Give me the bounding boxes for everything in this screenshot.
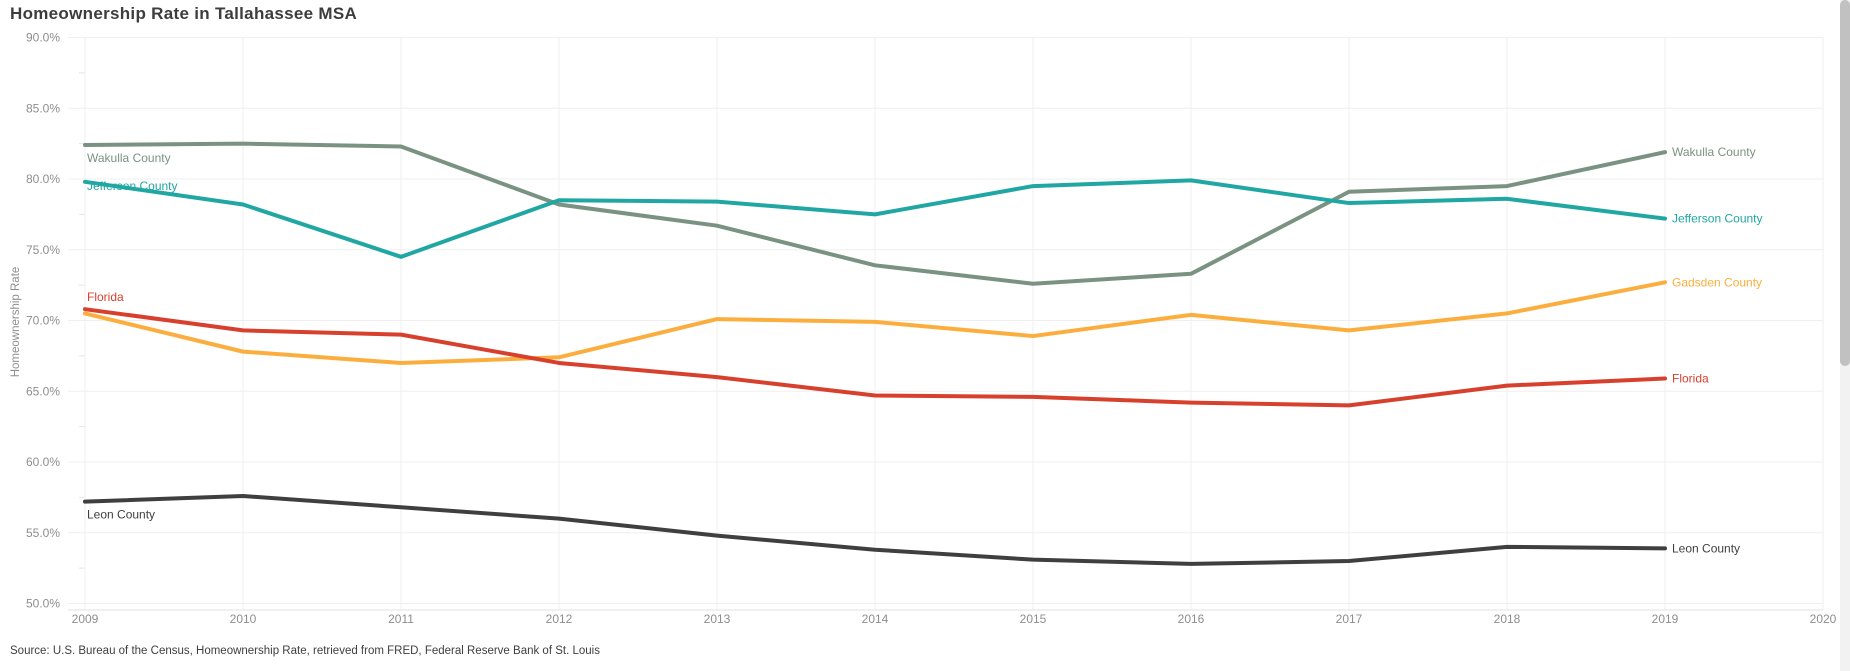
source-note: Source: U.S. Bureau of the Census, Homeo…	[10, 645, 600, 657]
y-tick-label: 75.0%	[26, 243, 60, 257]
chart-title: Homeownership Rate in Tallahassee MSA	[10, 4, 358, 23]
series-line-gadsden-county	[83, 280, 1667, 365]
series-label-right-wakulla-county: Wakulla County	[1672, 145, 1756, 159]
series-line-wakulla-county	[83, 141, 1667, 286]
y-tick-label: 80.0%	[26, 172, 60, 186]
series-label-left-wakulla-county: Wakulla County	[87, 151, 171, 165]
x-tick-label: 2019	[1652, 612, 1679, 626]
series-label-right-florida: Florida	[1672, 372, 1709, 386]
x-tick-label: 2013	[704, 612, 731, 626]
y-tick-label: 60.0%	[26, 455, 60, 469]
series-label-left-jefferson-county: Jefferson County	[87, 179, 178, 193]
series-label-left-florida: Florida	[87, 290, 124, 304]
y-tick-label: 90.0%	[26, 31, 60, 45]
y-tick-label: 65.0%	[26, 384, 60, 398]
x-tick-label: 2012	[546, 612, 573, 626]
x-tick-label: 2016	[1178, 612, 1205, 626]
x-tick-label: 2011	[388, 612, 414, 626]
series-line-leon-county	[83, 493, 1667, 566]
series-label-right-jefferson-county: Jefferson County	[1672, 212, 1763, 226]
series-label-right-gadsden-county: Gadsden County	[1672, 275, 1762, 289]
y-tick-label: 85.0%	[26, 101, 60, 115]
series-line-florida	[83, 307, 1667, 408]
scrollbar-thumb[interactable]	[1840, 0, 1850, 366]
y-tick-label: 70.0%	[26, 314, 60, 328]
y-tick-label: 55.0%	[26, 526, 60, 540]
series-label-right-leon-county: Leon County	[1672, 541, 1740, 555]
x-tick-label: 2014	[862, 612, 889, 626]
x-tick-label: 2009	[72, 612, 99, 626]
x-tick-label: 2010	[230, 612, 257, 626]
scrollbar-track[interactable]	[1840, 0, 1850, 671]
x-tick-label: 2018	[1494, 612, 1521, 626]
x-tick-label: 2015	[1020, 612, 1047, 626]
x-tick-label: 2017	[1336, 612, 1363, 626]
x-tick-label: 2020	[1810, 612, 1837, 626]
series-label-left-leon-county: Leon County	[87, 508, 155, 522]
series-line-jefferson-county	[83, 178, 1667, 259]
y-tick-label: 50.0%	[26, 597, 60, 611]
